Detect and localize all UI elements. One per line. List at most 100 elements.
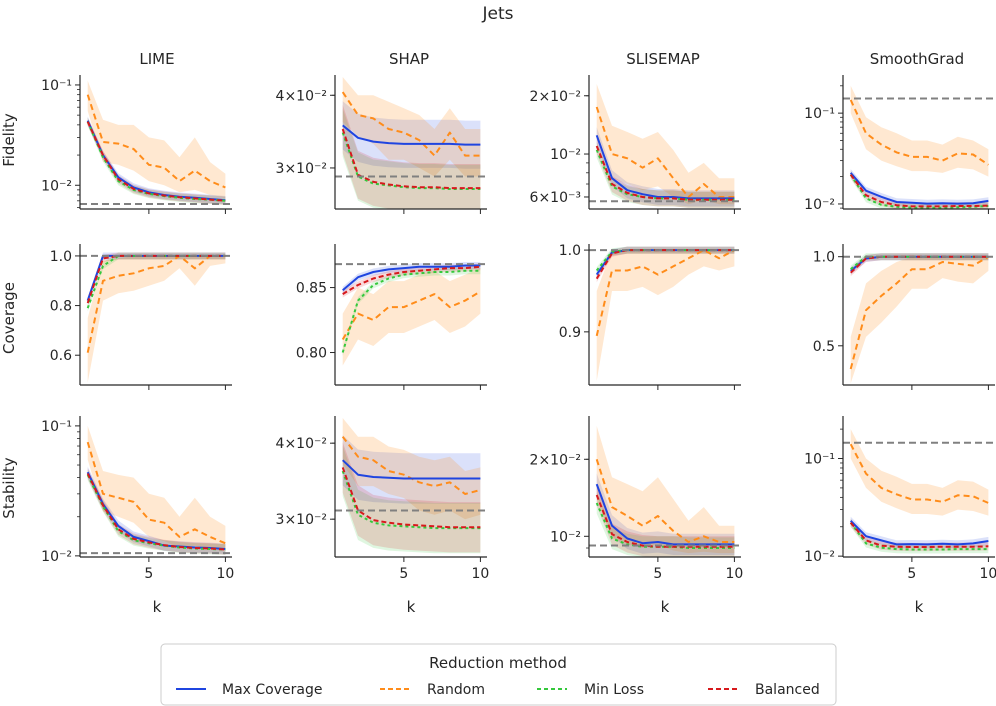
series-line-min-loss-stability-shap bbox=[341, 470, 481, 530]
band-random-coverage-smoothgrad bbox=[850, 256, 989, 384]
panel-fidelity-lime: 10⁻¹ 10⁻² bbox=[41, 75, 232, 214]
plot-area-stability-smoothgrad bbox=[849, 429, 989, 554]
series-line-max-coverage-coverage-shap bbox=[342, 264, 481, 291]
x-tick-label-stability-smoothgrad: 5 bbox=[907, 566, 916, 582]
series-line-max-coverage-fidelity-shap bbox=[342, 124, 481, 146]
legend-label-balanced: Balanced bbox=[755, 682, 820, 698]
band-balanced-fidelity-smoothgrad bbox=[850, 170, 989, 209]
x-tick-label-stability-shap: 5 bbox=[399, 566, 408, 582]
column-title-shap: SHAP bbox=[389, 50, 429, 68]
y-tick-label-fidelity-smoothgrad: 10⁻¹ bbox=[804, 106, 835, 122]
series-line-max-coverage-fidelity-smoothgrad bbox=[849, 172, 989, 205]
legend: Reduction method Max Coverage Random Min… bbox=[160, 643, 837, 706]
band-balanced-coverage-lime bbox=[87, 252, 226, 307]
series-line-random-coverage-lime bbox=[86, 254, 226, 353]
band-random-fidelity-smoothgrad bbox=[850, 85, 989, 177]
series-line-balanced-stability-slisemap bbox=[595, 494, 735, 548]
series-line-balanced-stability-smoothgrad bbox=[849, 522, 989, 548]
band-max-coverage-coverage-shap bbox=[342, 262, 481, 294]
y-tick-label-coverage-smoothgrad: 1.0 bbox=[813, 250, 835, 266]
y-tick-label-fidelity-lime: 10⁻¹ bbox=[41, 78, 72, 94]
y-tick-label-fidelity-shap: 3×10⁻² bbox=[276, 161, 327, 177]
plot-area-fidelity-lime bbox=[86, 80, 226, 205]
series-line-min-loss-stability-slisemap bbox=[595, 502, 735, 549]
series-line-min-loss-coverage-lime bbox=[86, 254, 226, 309]
band-balanced-stability-shap bbox=[342, 442, 481, 553]
y-tick-label-fidelity-lime: 10⁻² bbox=[41, 178, 72, 194]
series-line-balanced-stability-lime bbox=[86, 473, 226, 551]
y-tick-label-stability-smoothgrad: 10⁻¹ bbox=[804, 452, 835, 468]
panel-stability-smoothgrad: 10⁻¹ 10⁻² 5 10 bbox=[804, 416, 996, 582]
panel-stability-lime: 10⁻¹ 10⁻² 5 10 bbox=[41, 416, 234, 582]
y-tick-label-fidelity-smoothgrad: 10⁻² bbox=[804, 197, 835, 213]
series-line-min-loss-fidelity-slisemap bbox=[595, 149, 735, 201]
panel-coverage-smoothgrad: 1.0 0.5 bbox=[813, 244, 995, 390]
x-tick-label-stability-lime: 5 bbox=[144, 566, 153, 582]
series-line-max-coverage-stability-slisemap bbox=[595, 483, 735, 546]
legend-label-max-coverage: Max Coverage bbox=[222, 682, 322, 698]
y-tick-label-stability-lime: 10⁻² bbox=[41, 549, 72, 565]
series-line-max-coverage-stability-smoothgrad bbox=[849, 520, 989, 546]
band-balanced-fidelity-lime bbox=[87, 117, 226, 205]
row-label-fidelity: Fidelity bbox=[0, 113, 18, 167]
series-line-random-stability-slisemap bbox=[595, 458, 735, 543]
x-axis-label-lime: k bbox=[153, 598, 162, 616]
plot-area-coverage-lime bbox=[86, 252, 226, 383]
x-tick-label-stability-slisemap: 10 bbox=[725, 566, 743, 582]
series-line-random-stability-smoothgrad bbox=[849, 443, 989, 504]
series-line-balanced-coverage-shap bbox=[342, 265, 481, 295]
band-random-fidelity-slisemap bbox=[596, 84, 735, 205]
y-tick-label-stability-shap: 4×10⁻² bbox=[276, 436, 327, 452]
plot-area-stability-shap bbox=[341, 418, 481, 554]
legend-label-random: Random bbox=[427, 682, 485, 698]
band-max-coverage-fidelity-slisemap bbox=[596, 127, 735, 207]
legend-frame bbox=[160, 643, 837, 706]
x-tick-label-stability-slisemap: 5 bbox=[653, 566, 662, 582]
panel-grid: 10⁻¹ 10⁻² 4×10⁻² 3×10⁻² 2×10⁻² 10⁻² 6×10⁻³ 10⁻¹… bbox=[41, 75, 996, 582]
series-line-balanced-fidelity-lime bbox=[86, 121, 226, 202]
x-tick-label-stability-shap: 10 bbox=[471, 566, 489, 582]
band-random-stability-smoothgrad bbox=[850, 429, 989, 516]
y-tick-label-stability-slisemap: 2×10⁻² bbox=[530, 452, 581, 468]
y-tick-label-coverage-shap: 0.80 bbox=[296, 346, 327, 362]
series-line-random-fidelity-smoothgrad bbox=[849, 99, 989, 166]
y-tick-label-stability-lime: 10⁻¹ bbox=[41, 419, 72, 435]
series-line-balanced-stability-shap bbox=[341, 467, 481, 529]
panel-stability-slisemap: 2×10⁻² 10⁻² 5 10 bbox=[530, 416, 743, 582]
band-max-coverage-coverage-smoothgrad bbox=[850, 253, 989, 275]
series-line-min-loss-fidelity-smoothgrad bbox=[849, 174, 989, 209]
figure-title: Jets bbox=[482, 4, 514, 24]
band-max-coverage-fidelity-lime bbox=[87, 116, 226, 205]
y-tick-label-coverage-smoothgrad: 0.5 bbox=[813, 339, 835, 355]
series-line-min-loss-fidelity-shap bbox=[341, 132, 481, 190]
plot-area-stability-slisemap bbox=[595, 425, 735, 557]
band-random-coverage-lime bbox=[87, 255, 226, 383]
series-line-random-coverage-slisemap bbox=[595, 249, 735, 337]
panel-coverage-shap: 0.85 0.80 bbox=[296, 244, 487, 390]
series-line-random-stability-lime bbox=[86, 441, 226, 545]
band-random-stability-shap bbox=[342, 418, 481, 520]
band-random-stability-slisemap bbox=[596, 425, 735, 554]
y-tick-label-fidelity-slisemap: 10⁻² bbox=[550, 147, 581, 163]
series-line-random-fidelity-lime bbox=[86, 94, 226, 189]
row-label-stability: Stability bbox=[0, 457, 18, 519]
column-title-lime: LIME bbox=[139, 50, 174, 68]
band-random-coverage-slisemap bbox=[596, 250, 735, 381]
y-tick-label-coverage-lime: 0.6 bbox=[50, 348, 72, 364]
series-line-max-coverage-stability-shap bbox=[342, 459, 481, 480]
y-tick-label-stability-smoothgrad: 10⁻² bbox=[804, 549, 835, 565]
band-max-coverage-stability-slisemap bbox=[596, 473, 735, 555]
band-min-loss-coverage-smoothgrad bbox=[850, 253, 989, 273]
column-title-smoothgrad: SmoothGrad bbox=[870, 50, 964, 68]
panel-coverage-slisemap: 1.0 0.9 bbox=[559, 243, 741, 390]
plot-area-stability-lime bbox=[86, 425, 226, 555]
band-max-coverage-stability-shap bbox=[342, 435, 481, 504]
plot-area-fidelity-smoothgrad bbox=[849, 85, 989, 209]
row-label-coverage: Coverage bbox=[0, 282, 18, 354]
y-tick-label-coverage-lime: 0.8 bbox=[50, 299, 72, 315]
plot-area-fidelity-shap bbox=[341, 77, 481, 209]
band-max-coverage-fidelity-shap bbox=[342, 101, 481, 169]
band-random-stability-lime bbox=[87, 425, 226, 551]
band-balanced-fidelity-shap bbox=[342, 104, 481, 209]
